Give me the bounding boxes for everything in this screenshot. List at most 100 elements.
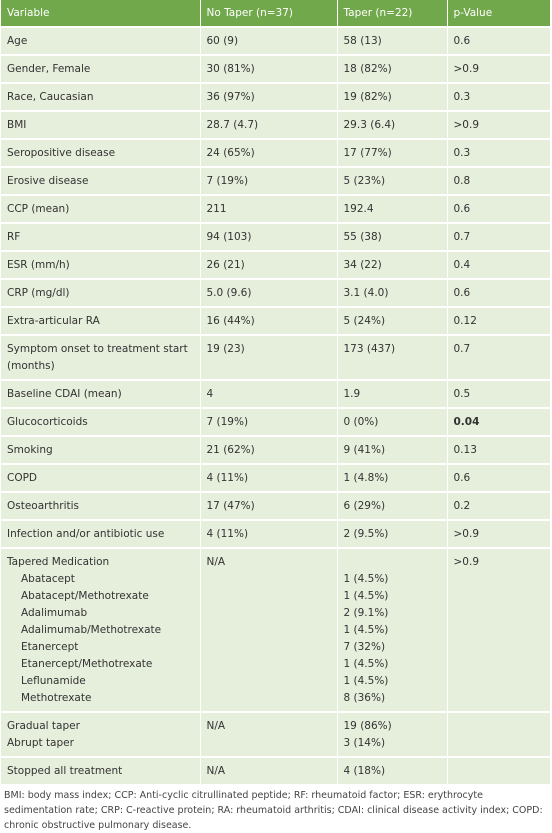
cell-p-value: 0.8: [447, 167, 550, 196]
cell-taper: 1 (4.8%): [337, 464, 448, 493]
header-p-value: p-Value: [447, 0, 550, 28]
cell-taper: 192.4: [337, 195, 448, 224]
cell-variable: Erosive disease: [1, 167, 201, 196]
medication-value: 2 (9.1%): [343, 607, 389, 619]
cell-variable: Stopped all treatment: [1, 757, 201, 786]
cell-taper: 173 (437): [337, 335, 448, 381]
cell-no-taper: 26 (21): [200, 251, 338, 280]
header-taper: Taper (n=22): [337, 0, 448, 28]
cell-variable: ESR (mm/h): [1, 251, 201, 280]
taper-type-value: 19 (86%): [343, 720, 392, 732]
cell-variable: Seropositive disease: [1, 139, 201, 168]
cell-taper: 18 (82%): [337, 55, 448, 84]
cell-variable: Symptom onset to treatment start (months…: [1, 335, 201, 381]
cell-p-value: >0.9: [447, 548, 550, 713]
cell-taper: 5 (24%): [337, 307, 448, 336]
table-row: CRP (mg/dl) 5.0 (9.6) 3.1 (4.0) 0.6: [1, 279, 550, 308]
header-row: Variable No Taper (n=37) Taper (n=22) p-…: [1, 0, 550, 28]
cell-variable: Osteoarthritis: [1, 492, 201, 521]
cell-variable: Smoking: [1, 436, 201, 465]
cell-no-taper: 36 (97%): [200, 83, 338, 112]
table-row-taper-type: Gradual taper Abrupt taper N/A 19 (86%) …: [1, 712, 550, 758]
cell-no-taper: 211: [200, 195, 338, 224]
cell-taper: 34 (22): [337, 251, 448, 280]
medication-value: 7 (32%): [343, 641, 386, 653]
medication-name: Etanercept/Methotrexate: [21, 658, 153, 670]
cell-taper: 19 (86%) 3 (14%): [337, 712, 448, 758]
cell-p-value: 0.6: [447, 464, 550, 493]
cell-no-taper: N/A: [200, 757, 338, 786]
medication-name: Leflunamide: [21, 675, 86, 687]
cell-taper: 3.1 (4.0): [337, 279, 448, 308]
cell-p-value: [447, 757, 550, 786]
cell-taper: 17 (77%): [337, 139, 448, 168]
taper-type-value: 3 (14%): [343, 737, 386, 749]
cell-variable: Gradual taper Abrupt taper: [1, 712, 201, 758]
cell-variable: Tapered Medication Abatacept Abatacept/M…: [1, 548, 201, 713]
table-row: Symptom onset to treatment start (months…: [1, 335, 550, 381]
cell-variable: BMI: [1, 111, 201, 140]
table-row: Smoking 21 (62%) 9 (41%) 0.13: [1, 436, 550, 465]
medication-name: Methotrexate: [21, 692, 92, 704]
table-row: Baseline CDAI (mean) 4 1.9 0.5: [1, 380, 550, 409]
medication-name: Adalimumab/Methotrexate: [21, 624, 162, 636]
table-body: Age 60 (9) 58 (13) 0.6 Gender, Female 30 (81%…: [1, 27, 550, 786]
medication-name: Adalimumab: [21, 607, 88, 619]
table-row: Age 60 (9) 58 (13) 0.6: [1, 27, 550, 56]
taper-type-label: Gradual taper: [7, 720, 80, 732]
table-row: COPD 4 (11%) 1 (4.8%) 0.6: [1, 464, 550, 493]
cell-p-value: >0.9: [447, 520, 550, 549]
table-row: Gender, Female 30 (81%) 18 (82%) >0.9: [1, 55, 550, 84]
medication-value: 1 (4.5%): [343, 573, 389, 585]
medication-value: 1 (4.5%): [343, 658, 389, 670]
cell-p-value: 0.12: [447, 307, 550, 336]
cell-no-taper: 4 (11%): [200, 520, 338, 549]
cell-no-taper: 4: [200, 380, 338, 409]
cell-no-taper: 7 (19%): [200, 408, 338, 437]
cell-taper: 58 (13): [337, 27, 448, 56]
cell-taper: 6 (29%): [337, 492, 448, 521]
taper-type-label: Abrupt taper: [7, 737, 74, 749]
cell-taper: 55 (38): [337, 223, 448, 252]
cell-no-taper: N/A: [200, 548, 338, 713]
cell-no-taper: 21 (62%): [200, 436, 338, 465]
cell-no-taper: 7 (19%): [200, 167, 338, 196]
cell-p-value: 0.3: [447, 139, 550, 168]
table-row: Glucocorticoids 7 (19%) 0 (0%) 0.04: [1, 408, 550, 437]
cell-p-value: 0.6: [447, 27, 550, 56]
cell-p-value: >0.9: [447, 55, 550, 84]
cell-no-taper: 60 (9): [200, 27, 338, 56]
cell-p-value: 0.4: [447, 251, 550, 280]
cell-no-taper: 17 (47%): [200, 492, 338, 521]
table-row: ESR (mm/h) 26 (21) 34 (22) 0.4: [1, 251, 550, 280]
cell-variable: Race, Caucasian: [1, 83, 201, 112]
cell-taper: 29.3 (6.4): [337, 111, 448, 140]
table-row: Extra-articular RA 16 (44%) 5 (24%) 0.12: [1, 307, 550, 336]
medication-name: Abatacept/Methotrexate: [21, 590, 149, 602]
cell-taper: 4 (18%): [337, 757, 448, 786]
cell-variable: RF: [1, 223, 201, 252]
cell-no-taper: 28.7 (4.7): [200, 111, 338, 140]
cell-p-value: 0.6: [447, 279, 550, 308]
cell-taper: 5 (23%): [337, 167, 448, 196]
cell-variable: Glucocorticoids: [1, 408, 201, 437]
medication-value: 1 (4.5%): [343, 675, 389, 687]
cell-p-value: 0.2: [447, 492, 550, 521]
cell-no-taper: 24 (65%): [200, 139, 338, 168]
cell-no-taper: 94 (103): [200, 223, 338, 252]
cell-p-value: 0.7: [447, 335, 550, 381]
cell-no-taper: 19 (23): [200, 335, 338, 381]
medication-name: Etanercept: [21, 641, 79, 653]
table-row: CCP (mean) 211 192.4 0.6: [1, 195, 550, 224]
cell-p-value: >0.9: [447, 111, 550, 140]
cell-taper: 0 (0%): [337, 408, 448, 437]
cell-no-taper: 5.0 (9.6): [200, 279, 338, 308]
cell-taper: 19 (82%): [337, 83, 448, 112]
medication-name: Abatacept: [21, 573, 75, 585]
cell-no-taper: 4 (11%): [200, 464, 338, 493]
cell-taper: 9 (41%): [337, 436, 448, 465]
cell-taper: 2 (9.5%): [337, 520, 448, 549]
table-row: Seropositive disease 24 (65%) 17 (77%) 0.3: [1, 139, 550, 168]
medication-value: 1 (4.5%): [343, 624, 389, 636]
